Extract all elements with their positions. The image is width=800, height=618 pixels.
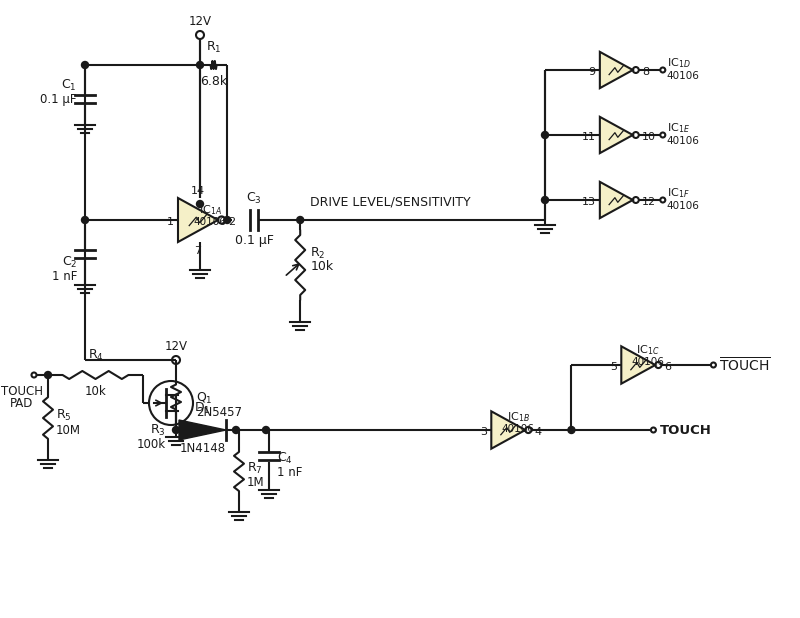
Text: 10k: 10k [85,385,106,398]
Circle shape [262,426,270,433]
Text: 10: 10 [642,132,656,142]
Text: 40106: 40106 [194,217,226,227]
Circle shape [568,426,575,433]
Text: IC$_{1F}$: IC$_{1F}$ [666,186,690,200]
Text: 10k: 10k [310,261,334,274]
Text: 40106: 40106 [502,424,534,434]
Text: PAD: PAD [10,397,34,410]
Text: 0.1 µF: 0.1 µF [234,234,274,247]
Text: R$_4$: R$_4$ [88,348,103,363]
Text: R$_7$: R$_7$ [247,460,262,475]
Text: 12: 12 [642,197,656,207]
Text: D$_1$: D$_1$ [194,401,210,416]
Text: 1N4148: 1N4148 [179,442,226,455]
Circle shape [542,132,549,138]
Text: 8: 8 [642,67,649,77]
Text: 7: 7 [194,246,202,256]
Text: 2: 2 [228,217,235,227]
Circle shape [197,62,203,69]
Text: 6.8k: 6.8k [200,75,227,88]
Polygon shape [622,346,655,384]
Text: IC$_{1C}$: IC$_{1C}$ [636,343,660,357]
Text: 40106: 40106 [666,71,700,81]
Text: IC$_{1B}$: IC$_{1B}$ [506,410,530,424]
Polygon shape [600,182,633,218]
Text: 4: 4 [534,427,542,437]
Text: TOUCH: TOUCH [659,423,711,436]
Text: C$_4$: C$_4$ [277,451,293,465]
Circle shape [82,216,89,224]
Polygon shape [491,412,526,449]
Text: 40106: 40106 [666,136,700,146]
Circle shape [233,426,239,433]
Text: R$_1$: R$_1$ [206,40,222,55]
Text: IC$_{1E}$: IC$_{1E}$ [666,121,690,135]
Text: 40106: 40106 [631,357,665,367]
Circle shape [82,62,89,69]
Text: 11: 11 [582,132,596,142]
Text: C$_2$: C$_2$ [62,255,77,269]
Text: 100k: 100k [137,438,166,451]
Text: 14: 14 [191,186,205,196]
Text: DRIVE LEVEL/SENSITIVITY: DRIVE LEVEL/SENSITIVITY [310,195,471,208]
Text: C$_1$: C$_1$ [62,77,77,93]
Text: 5: 5 [610,362,618,372]
Text: R$_3$: R$_3$ [150,423,166,438]
Text: 1 nF: 1 nF [277,465,302,478]
Text: 13: 13 [582,197,596,207]
Circle shape [297,216,304,224]
Text: $\overline{\mathsf{TOUCH}}$: $\overline{\mathsf{TOUCH}}$ [719,356,771,374]
Polygon shape [178,198,218,242]
Text: 9: 9 [589,67,596,77]
Text: 1: 1 [167,217,174,227]
Text: 10M: 10M [56,423,81,436]
Circle shape [542,197,549,203]
Text: 1 nF: 1 nF [52,269,77,282]
Text: 0.1 µF: 0.1 µF [41,93,77,106]
Text: 1M: 1M [247,476,265,489]
Text: IC$_{1A}$: IC$_{1A}$ [198,203,222,217]
Text: 6: 6 [665,362,671,372]
Polygon shape [600,52,633,88]
Text: 40106: 40106 [666,201,700,211]
Text: R$_5$: R$_5$ [56,407,72,423]
Text: 3: 3 [480,427,487,437]
Polygon shape [600,117,633,153]
Text: Q$_1$: Q$_1$ [196,391,213,405]
Text: IC$_{1D}$: IC$_{1D}$ [666,56,690,70]
Circle shape [224,216,230,224]
Circle shape [197,200,203,208]
Text: 12V: 12V [165,340,187,353]
Text: 12V: 12V [189,15,211,28]
Polygon shape [179,420,226,440]
Circle shape [45,371,51,378]
Text: TOUCH: TOUCH [1,385,43,398]
Text: R$_2$: R$_2$ [310,245,326,261]
Text: C$_3$: C$_3$ [246,191,262,206]
Circle shape [173,426,179,433]
Text: 2N5457: 2N5457 [196,405,242,418]
